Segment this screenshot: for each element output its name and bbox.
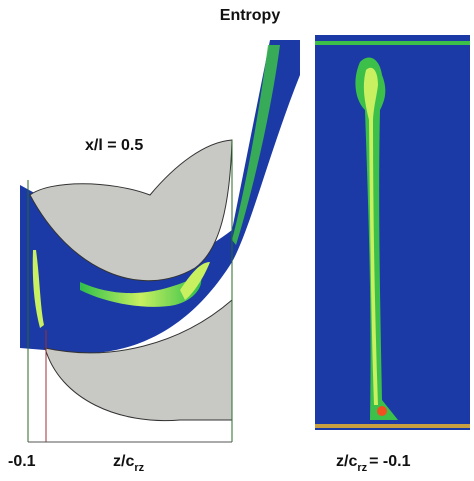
section-background — [315, 35, 470, 430]
tick-label: -0.1 — [8, 453, 36, 470]
wake-streak — [355, 57, 398, 420]
wake-streak — [180, 262, 210, 300]
axis-label: z/crz — [113, 453, 145, 474]
axis-label-sub: rz — [134, 462, 144, 474]
caption-sub: rz — [357, 462, 367, 474]
caption: z/crz = -0.1 — [336, 453, 411, 474]
caption-base: z/c — [336, 453, 357, 470]
annotation: x/l = 0.5 — [85, 137, 143, 154]
wall-layer — [315, 41, 470, 45]
flow-region — [20, 40, 300, 354]
title: Entropy — [220, 7, 281, 24]
caption-suffix: = -0.1 — [369, 453, 410, 470]
wake-streak — [80, 275, 202, 307]
section-panel — [315, 35, 470, 430]
upper-blade — [29, 139, 233, 282]
wake-streak — [232, 45, 280, 245]
hot-spot — [377, 406, 387, 416]
wall-layer — [315, 424, 470, 428]
wake-streak — [32, 250, 44, 328]
blade-passage — [20, 40, 300, 443]
wake-core — [363, 67, 378, 406]
axis-label-base: z/c — [113, 453, 134, 470]
